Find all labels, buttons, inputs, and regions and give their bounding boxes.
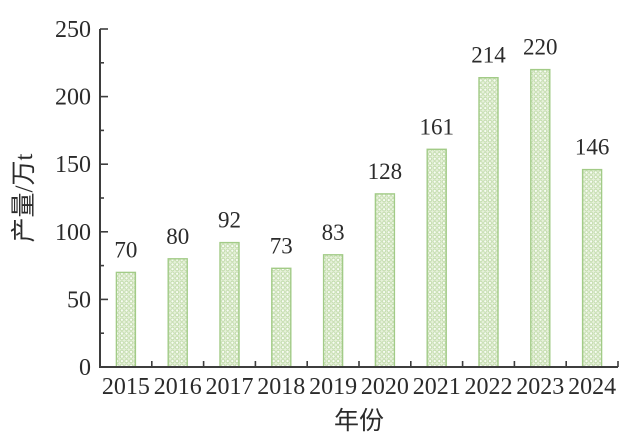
bar-value-label: 146	[575, 135, 610, 160]
x-tick-label: 2024	[568, 374, 616, 400]
bar	[581, 168, 603, 368]
y-tick-label: 0	[79, 355, 91, 381]
x-tick-label: 2016	[154, 374, 202, 400]
x-axis-title: 年份	[334, 407, 384, 435]
bar-value-label: 73	[270, 233, 293, 258]
x-tick-label: 2021	[413, 374, 461, 400]
bar-value-label: 128	[368, 159, 403, 184]
y-tick-label: 100	[55, 220, 91, 246]
y-tick-label: 50	[67, 287, 91, 313]
x-tick-label: 2018	[257, 374, 305, 400]
x-tick-label: 2020	[361, 374, 409, 400]
bar	[115, 271, 137, 368]
x-tick-label: 2015	[102, 374, 150, 400]
bar	[530, 68, 551, 368]
bar-value-label: 92	[218, 208, 241, 233]
bar-value-label: 70	[114, 237, 137, 262]
bar-value-label: 214	[471, 43, 506, 68]
x-tick-label: 2023	[516, 374, 564, 400]
y-tick-label: 150	[55, 152, 91, 178]
bar-value-label: 80	[166, 224, 189, 249]
bar-value-label: 161	[419, 114, 454, 139]
bar	[219, 241, 240, 368]
x-tick-label: 2022	[465, 374, 513, 400]
bar-value-label: 83	[322, 220, 345, 245]
x-tick-label: 2019	[309, 374, 357, 400]
bar	[478, 76, 499, 368]
bar	[426, 148, 447, 368]
bar	[271, 267, 292, 368]
bar	[322, 254, 344, 368]
bar	[167, 258, 188, 368]
y-tick-label: 200	[55, 85, 91, 111]
x-tick-label: 2017	[206, 374, 254, 400]
bar-value-label: 220	[523, 35, 558, 60]
bar	[374, 193, 396, 368]
y-tick-label: 250	[55, 17, 91, 43]
y-axis-title: 产量/万t	[10, 154, 38, 243]
